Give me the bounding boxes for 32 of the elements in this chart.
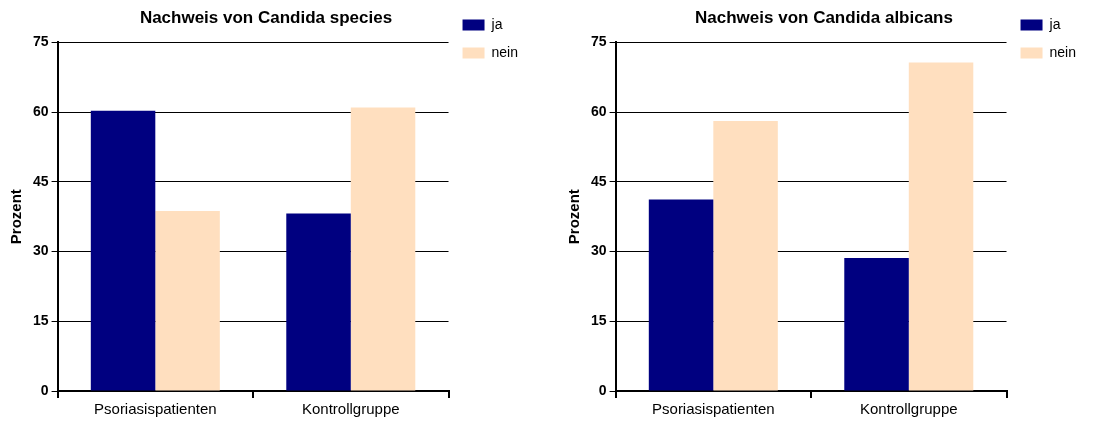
y-tick-label: 45 [32,172,49,189]
chart-title: Nachweis von Candida species [139,7,393,27]
chart-title: Nachweis von Candida albicans [695,7,953,27]
bar [350,107,416,391]
bar [908,62,974,391]
bar [90,110,156,391]
y-tick-label: 60 [32,102,49,119]
legend-label: ja [1048,15,1061,32]
y-axis-title: Prozent [565,189,583,245]
bar [286,213,351,391]
y-tick-label: 30 [590,242,607,259]
legend-label: nein [1049,43,1076,60]
y-axis-title: Prozent [7,189,25,245]
x-tick-label: Psoriasispatienten [652,400,775,418]
y-tick-label: 60 [590,102,607,119]
bar [713,120,778,391]
y-tick-label: 0 [598,381,607,398]
y-tick-label: 45 [590,172,607,189]
x-tick-label: Kontrollgruppe [860,400,958,418]
y-tick-label: 75 [590,33,607,50]
x-tick-label: Kontrollgruppe [302,400,400,418]
y-tick-label: 75 [32,33,49,50]
x-tick-label: Psoriasispatienten [94,400,217,418]
bar [648,199,714,391]
y-tick-label: 30 [32,242,49,259]
bar [844,258,909,391]
y-tick-label: 0 [40,381,49,398]
legend-label: ja [490,15,503,32]
y-tick-label: 15 [590,312,607,329]
legend-label: nein [491,43,518,60]
y-tick-label: 15 [32,312,49,329]
bar [155,211,220,391]
